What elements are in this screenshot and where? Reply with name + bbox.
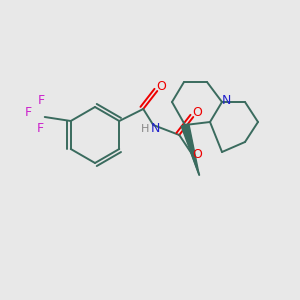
Text: H: H	[141, 124, 149, 134]
Text: F: F	[37, 122, 44, 136]
Text: O: O	[192, 148, 202, 161]
Text: N: N	[221, 94, 231, 107]
Text: O: O	[192, 106, 202, 118]
Text: N: N	[151, 122, 160, 136]
Polygon shape	[181, 124, 199, 175]
Text: O: O	[156, 80, 166, 92]
Text: F: F	[38, 94, 45, 107]
Text: F: F	[25, 106, 32, 118]
